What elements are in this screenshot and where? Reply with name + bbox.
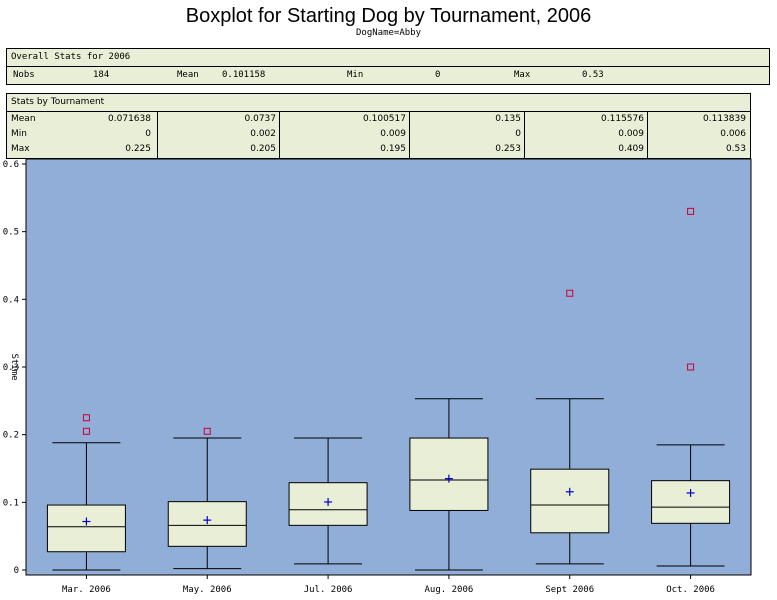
y-tick-label: 0.3 (3, 363, 19, 373)
y-tick-label: 0.5 (3, 228, 19, 238)
plot-area (25, 158, 752, 576)
tournament-col-oct: 0.113839 0.006 0.53 (647, 112, 750, 158)
mean-value: 0.101158 (222, 70, 266, 80)
box-iqr (530, 468, 610, 534)
overall-stats-panel: Overall Stats for 2006 Nobs 184 Mean 0.1… (6, 48, 770, 85)
box-6 (651, 207, 731, 567)
mean-value-oct: 0.113839 (703, 114, 746, 124)
outlier-point (82, 414, 90, 422)
outlier-point (82, 427, 90, 435)
outlier-point (203, 427, 211, 435)
y-axis: 0 0.1 0.2 0.3 0.4 0.5 0.6 (3, 160, 26, 576)
chart-subtitle: DogName=Abby (355, 28, 422, 38)
mean-value-jul: 0.100517 (363, 114, 406, 124)
x-tick-label: Aug. 2006 (425, 585, 474, 595)
max-label: Max (514, 70, 531, 80)
x-tick-label: Oct. 2006 (666, 585, 715, 595)
box-4 (409, 398, 489, 571)
overall-stats-header: Overall Stats for 2006 (7, 49, 769, 67)
row-label-mean: Mean (11, 114, 36, 124)
max-value-aug: 0.253 (495, 144, 521, 154)
y-tick-label: 0.4 (3, 295, 19, 305)
tournament-col-mar: 0.071638 0 0.225 (7, 112, 157, 158)
outlier-point (687, 207, 695, 215)
tournament-stats-header: Stats by Tournament (7, 94, 750, 112)
nobs-label: Nobs (13, 70, 35, 80)
mean-value-sept: 0.115576 (601, 114, 644, 124)
min-label: Min (347, 70, 364, 80)
x-tick-label: Jul. 2006 (304, 585, 353, 595)
x-tick-label: Mar. 2006 (62, 585, 111, 595)
chart-title: Boxplot for Starting Dog by Tournament, … (185, 5, 592, 27)
x-axis: Mar. 2006 May. 2006 Jul. 2006 Aug. 2006 Sept… (62, 575, 715, 595)
tournament-col-aug: 0.135 0 0.253 (409, 112, 525, 158)
min-value-jul: 0.009 (380, 129, 406, 139)
box-iqr (409, 437, 489, 511)
nobs-value: 184 (93, 70, 110, 80)
tournament-col-jul: 0.100517 0.009 0.195 (279, 112, 410, 158)
overall-stats-row: Nobs 184 Mean 0.101158 Min 0 Max 0.53 (7, 67, 769, 83)
max-value: 0.53 (582, 70, 604, 80)
y-tick-label: 0.6 (3, 160, 19, 170)
max-value-jul: 0.195 (380, 144, 406, 154)
box-5 (530, 289, 610, 565)
x-tick-label: May. 2006 (183, 585, 232, 595)
min-value-sept: 0.009 (618, 129, 644, 139)
min-value-mar: 0 (145, 129, 151, 139)
max-value-oct: 0.53 (725, 144, 746, 154)
tournament-stats-grid: Mean Min Max 0.071638 0 0.225 0.0737 0.0… (7, 112, 750, 158)
y-tick-label: 0.2 (3, 431, 19, 441)
tournament-col-sept: 0.115576 0.009 0.409 (524, 112, 648, 158)
box-iqr (651, 480, 731, 524)
mean-label: Mean (177, 70, 199, 80)
tournament-col-may: 0.0737 0.002 0.205 (157, 112, 280, 158)
max-value-sept: 0.409 (618, 144, 644, 154)
row-label-min: Min (11, 129, 27, 139)
box-3 (288, 437, 368, 565)
min-value: 0 (435, 70, 441, 80)
box-2 (167, 427, 247, 570)
min-value-may: 0.002 (250, 129, 276, 139)
outlier-point (566, 289, 574, 297)
mean-value-mar: 0.071638 (108, 114, 151, 124)
outlier-point (687, 363, 695, 371)
min-value-aug: 0 (515, 129, 521, 139)
x-tick-label: Sept 2006 (545, 585, 594, 595)
row-label-max: Max (11, 144, 30, 154)
min-value-oct: 0.006 (720, 129, 746, 139)
y-axis-label: Stime (9, 353, 19, 380)
box-iqr (46, 504, 126, 553)
y-tick-label: 0.1 (3, 498, 19, 508)
y-tick-label: 0 (14, 566, 19, 576)
mean-value-aug: 0.135 (495, 114, 521, 124)
mean-value-may: 0.0737 (244, 114, 277, 124)
max-value-mar: 0.225 (125, 144, 151, 154)
max-value-may: 0.205 (250, 144, 276, 154)
box-1 (46, 414, 126, 571)
boxes (46, 207, 731, 571)
